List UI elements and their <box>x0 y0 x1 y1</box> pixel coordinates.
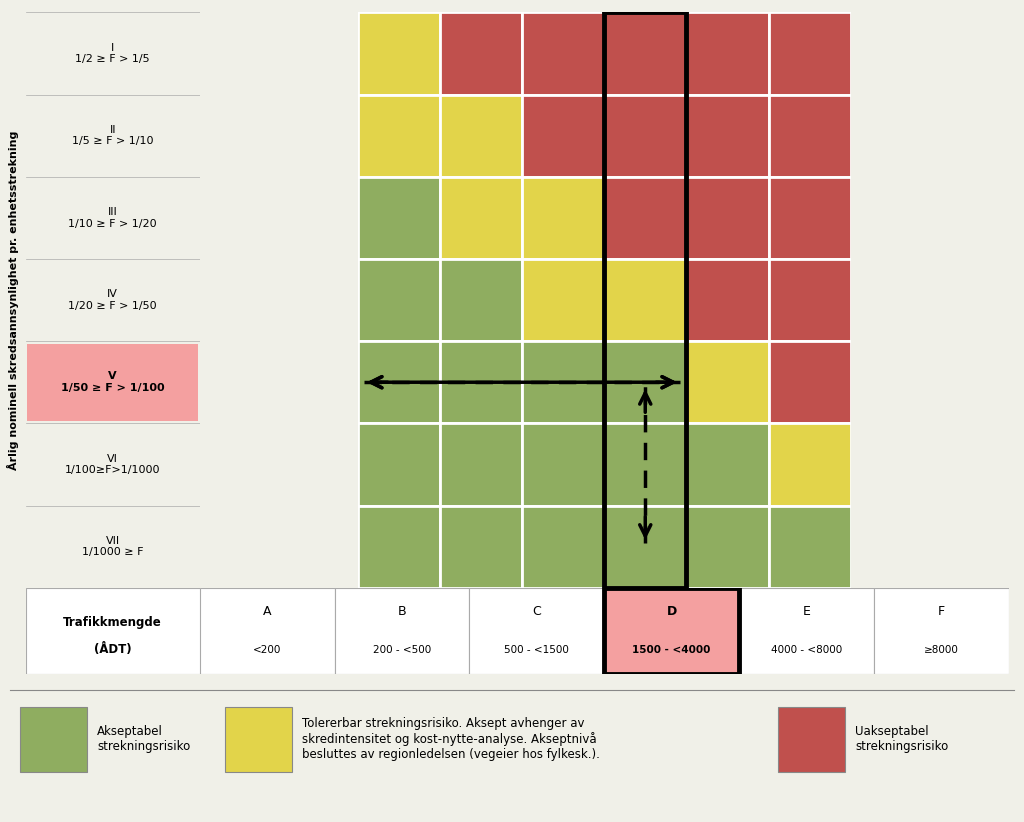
Text: IV
1/20 ≥ F > 1/50: IV 1/20 ≥ F > 1/50 <box>69 289 157 311</box>
Bar <box>225 707 292 772</box>
Bar <box>686 423 769 506</box>
Bar <box>357 12 439 95</box>
Bar <box>357 259 439 341</box>
Text: A: A <box>263 605 271 618</box>
Text: <200: <200 <box>253 645 282 655</box>
Bar <box>686 177 769 259</box>
Bar <box>769 95 851 177</box>
Text: Uakseptabel
strekningsrisiko: Uakseptabel strekningsrisiko <box>855 725 948 753</box>
Bar <box>439 12 522 95</box>
Text: 4000 - <8000: 4000 - <8000 <box>771 645 842 655</box>
Bar <box>439 506 522 588</box>
Text: III
1/10 ≥ F > 1/20: III 1/10 ≥ F > 1/20 <box>69 207 157 229</box>
Bar <box>20 707 87 772</box>
Text: B: B <box>397 605 407 618</box>
Text: 500 - <1500: 500 - <1500 <box>504 645 569 655</box>
Bar <box>522 341 604 423</box>
Bar <box>604 506 686 588</box>
Text: V
1/50 ≥ F > 1/100: V 1/50 ≥ F > 1/100 <box>60 372 165 393</box>
Text: II
1/5 ≥ F > 1/10: II 1/5 ≥ F > 1/10 <box>72 125 154 146</box>
Bar <box>439 341 522 423</box>
Text: D: D <box>667 605 677 618</box>
Text: E: E <box>803 605 810 618</box>
Text: VI
1/100≥F>1/1000: VI 1/100≥F>1/1000 <box>65 454 161 475</box>
Bar <box>522 506 604 588</box>
Bar <box>604 12 686 95</box>
Bar <box>439 259 522 341</box>
Bar <box>357 177 439 259</box>
Bar <box>604 588 739 674</box>
Text: Akseptabel
strekningsrisiko: Akseptabel strekningsrisiko <box>97 725 190 753</box>
Text: ≥8000: ≥8000 <box>924 645 958 655</box>
Bar <box>604 423 686 506</box>
Bar <box>200 588 335 674</box>
Bar <box>357 95 439 177</box>
Bar <box>439 177 522 259</box>
Text: VII
1/1000 ≥ F: VII 1/1000 ≥ F <box>82 536 143 557</box>
Text: C: C <box>532 605 541 618</box>
Bar <box>769 177 851 259</box>
Bar <box>604 95 686 177</box>
Bar <box>769 506 851 588</box>
Text: 200 - <500: 200 - <500 <box>373 645 431 655</box>
Text: I
1/2 ≥ F > 1/5: I 1/2 ≥ F > 1/5 <box>76 43 150 64</box>
Bar <box>873 588 1009 674</box>
Bar <box>357 506 439 588</box>
Bar <box>469 588 604 674</box>
Bar <box>686 95 769 177</box>
Bar <box>769 12 851 95</box>
Bar <box>604 177 686 259</box>
Bar <box>357 341 439 423</box>
Bar <box>769 259 851 341</box>
Bar <box>769 341 851 423</box>
Bar <box>522 177 604 259</box>
Text: F: F <box>938 605 945 618</box>
Bar <box>335 588 469 674</box>
Text: Tolererbar strekningsrisiko. Aksept avhenger av
skredintensitet og kost-nytte-an: Tolererbar strekningsrisiko. Aksept avhe… <box>302 718 600 761</box>
Text: 1500 - <4000: 1500 - <4000 <box>633 645 711 655</box>
Bar <box>357 423 439 506</box>
Bar <box>604 12 686 588</box>
Bar <box>604 259 686 341</box>
Bar <box>439 95 522 177</box>
Bar <box>686 341 769 423</box>
Bar <box>686 12 769 95</box>
Bar <box>522 259 604 341</box>
Bar <box>686 506 769 588</box>
Text: Årlig nominell skredsannsynlighet pr. enhetsstrekning: Årlig nominell skredsannsynlighet pr. en… <box>7 131 18 469</box>
Bar <box>28 344 198 421</box>
Bar <box>522 12 604 95</box>
Bar <box>778 707 845 772</box>
Bar <box>522 423 604 506</box>
Bar <box>522 95 604 177</box>
Bar <box>769 423 851 506</box>
Text: (ÅDT): (ÅDT) <box>94 644 131 657</box>
Bar <box>604 588 739 674</box>
Bar <box>686 259 769 341</box>
Bar <box>439 423 522 506</box>
Text: Trafikkmengde: Trafikkmengde <box>63 616 162 629</box>
Bar <box>739 588 873 674</box>
Bar <box>604 341 686 423</box>
